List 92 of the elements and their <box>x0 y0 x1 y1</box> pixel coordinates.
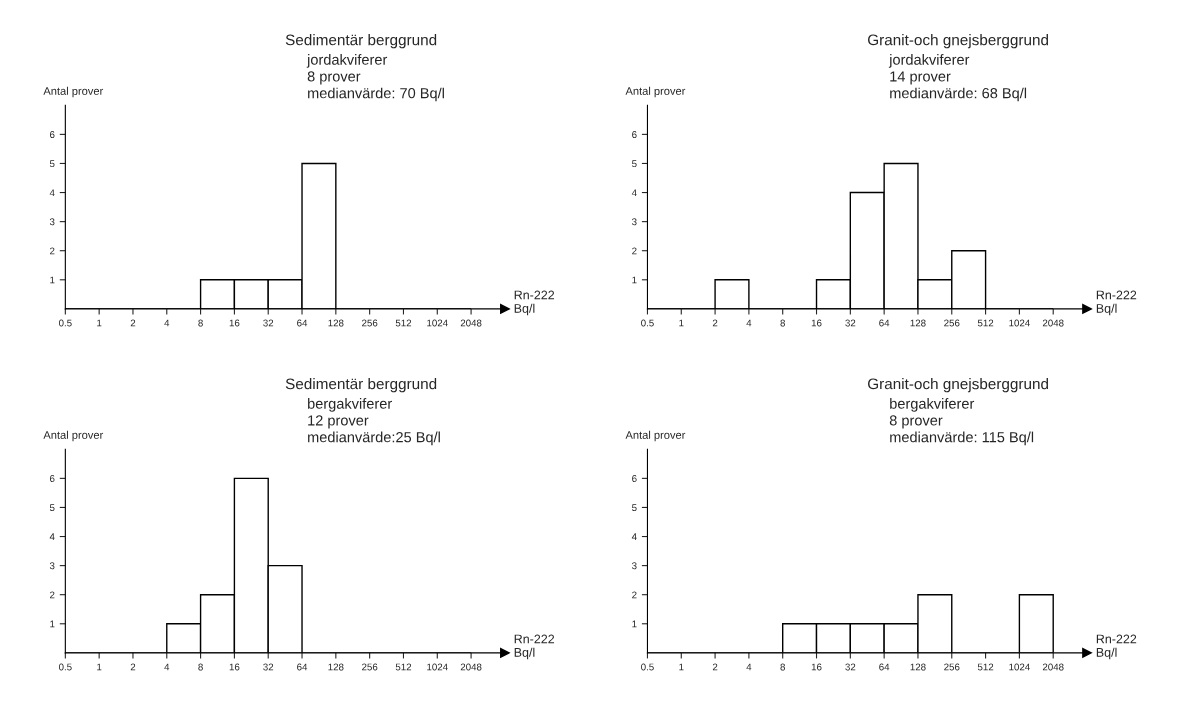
x-tick-label: 0.5 <box>58 319 72 327</box>
y-tick-label: 3 <box>49 562 55 570</box>
x-tick-label: 32 <box>845 663 856 671</box>
x-tick-label: 128 <box>328 319 344 327</box>
x-tick-label: 512 <box>977 663 994 671</box>
x-tick-label: 256 <box>362 319 378 327</box>
x-tick-label: 512 <box>395 663 412 671</box>
chart-title: Sedimentär berggrund <box>285 34 437 49</box>
x-axis-title: Rn-222 Bq/l <box>1096 634 1137 660</box>
x-tick-label: 4 <box>746 319 752 327</box>
y-tick-label: 6 <box>632 475 637 482</box>
x-tick-label: 128 <box>910 319 926 327</box>
x-tick-label: 2 <box>712 319 718 327</box>
x-axis-title: Rn-222 Bq/l <box>514 290 555 316</box>
chart-title: Granit-och gnejsberggrund <box>868 34 1048 49</box>
x-tick-label: 64 <box>297 663 308 671</box>
x-tick-label: 2048 <box>460 319 482 327</box>
chart-title: Granit-och gnejsberggrund <box>868 378 1048 393</box>
x-tick-label: 32 <box>845 319 856 327</box>
chart-subtitle: bergakviferer 12 prover medianvärde:25 Bq/l <box>308 398 440 446</box>
x-tick-label: 64 <box>879 319 890 327</box>
x-tick-label: 2 <box>712 663 718 671</box>
x-tick-label: 16 <box>229 319 240 327</box>
x-tick-label: 256 <box>362 663 378 671</box>
x-tick-label: 0.5 <box>58 663 72 671</box>
x-tick-label: 8 <box>780 663 785 671</box>
x-tick-label: 1 <box>97 319 102 327</box>
x-tick-label: 1 <box>97 663 102 671</box>
y-tick-label: 4 <box>49 189 55 197</box>
y-tick-label: 5 <box>49 504 55 512</box>
x-tick-label: 512 <box>395 319 412 327</box>
y-tick-label: 2 <box>50 591 55 599</box>
y-tick-label: 6 <box>50 131 55 138</box>
x-tick-label: 16 <box>229 663 240 671</box>
y-tick-label: 3 <box>632 562 637 570</box>
y-tick-label: 6 <box>632 131 637 138</box>
x-axis-title: Rn-222 Bq/l <box>1096 290 1137 316</box>
x-tick-label: 32 <box>263 663 274 671</box>
x-tick-label: 256 <box>944 319 960 327</box>
x-tick-label: 16 <box>811 319 822 327</box>
x-tick-label: 2048 <box>460 663 482 671</box>
y-tick-label: 5 <box>632 504 637 512</box>
chart-title: Sedimentär berggrund <box>285 378 437 393</box>
x-tick-label: 64 <box>879 663 890 671</box>
y-tick-label: 3 <box>632 218 637 226</box>
x-tick-label: 2 <box>130 319 136 327</box>
y-axis-title: Antal prover <box>43 430 104 442</box>
y-tick-label: 6 <box>50 475 55 482</box>
x-tick-label: 128 <box>328 663 344 671</box>
y-tick-label: 1 <box>632 620 637 628</box>
x-tick-label: 8 <box>198 663 203 671</box>
x-tick-label: 1024 <box>427 319 448 327</box>
y-tick-label: 1 <box>632 276 637 284</box>
y-tick-label: 2 <box>632 591 637 599</box>
y-tick-label: 2 <box>632 247 637 255</box>
y-tick-label: 2 <box>50 247 55 255</box>
x-tick-label: 64 <box>297 319 308 327</box>
chart-subtitle: jordakviferer 14 prover medianvärde: 68 Bq/l <box>888 54 1027 102</box>
x-tick-label: 1024 <box>427 663 448 671</box>
y-tick-label: 1 <box>50 276 55 284</box>
x-tick-label: 1024 <box>1009 319 1030 327</box>
y-tick-label: 4 <box>631 189 637 197</box>
y-axis-title: Antal prover <box>625 86 686 98</box>
y-tick-label: 1 <box>50 620 55 628</box>
x-tick-label: 128 <box>910 663 926 671</box>
x-axis-title: Rn-222 Bq/l <box>514 634 555 660</box>
x-tick-label: 1 <box>679 319 684 327</box>
x-tick-label: 0.5 <box>641 663 654 671</box>
y-axis-title: Antal prover <box>625 430 686 442</box>
y-tick-label: 5 <box>49 160 55 168</box>
x-tick-label: 2048 <box>1042 663 1064 671</box>
y-tick-label: 3 <box>49 218 55 226</box>
chart-subtitle: jordakviferer 8 prover medianvärde: 70 Bq/l <box>306 54 444 102</box>
x-tick-label: 1 <box>679 663 684 671</box>
x-tick-label: 0.5 <box>641 319 654 327</box>
x-tick-label: 4 <box>746 663 752 671</box>
y-tick-label: 4 <box>49 533 55 541</box>
x-tick-label: 32 <box>263 319 274 327</box>
y-tick-label: 4 <box>631 533 637 541</box>
x-tick-label: 1024 <box>1009 663 1030 671</box>
y-tick-label: 5 <box>632 160 637 168</box>
x-tick-label: 256 <box>944 663 960 671</box>
chart-subtitle: bergakviferer 8 prover medianvärde: 115 Bq/l <box>889 398 1034 446</box>
x-tick-label: 16 <box>811 663 822 671</box>
x-tick-label: 512 <box>977 319 994 327</box>
x-tick-label: 4 <box>164 663 170 671</box>
x-tick-label: 4 <box>164 319 170 327</box>
x-tick-label: 8 <box>780 319 785 327</box>
y-axis-title: Antal prover <box>43 86 104 98</box>
x-tick-label: 2048 <box>1042 319 1064 327</box>
x-tick-label: 8 <box>198 319 203 327</box>
x-tick-label: 2 <box>130 663 136 671</box>
